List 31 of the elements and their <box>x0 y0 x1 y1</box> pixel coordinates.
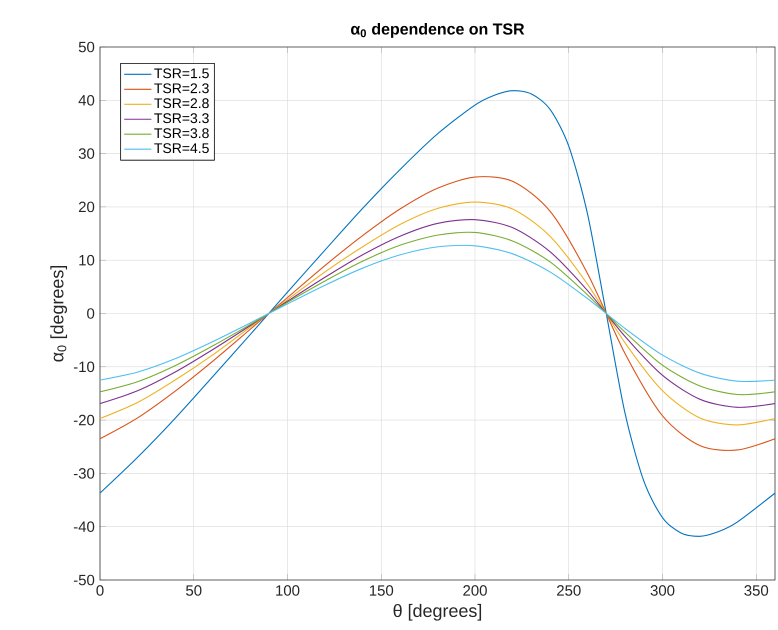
y-axis-title: α$_{0}$ [degrees] <box>50 266 68 362</box>
y-tick-label: 0 <box>87 308 94 319</box>
x-tick-label: 100 <box>276 585 300 596</box>
x-tick-label: 250 <box>557 585 581 596</box>
legend-label: TSR=4.5 <box>154 143 209 154</box>
legend-label: TSR=3.3 <box>154 113 209 124</box>
y-tick-label: -40 <box>74 521 94 532</box>
y-tick-label: 30 <box>78 148 94 159</box>
x-tick-label: 300 <box>650 585 674 596</box>
x-tick-label: 200 <box>463 585 487 596</box>
y-tick-label: -10 <box>74 362 94 372</box>
y-tick-label: 10 <box>79 254 94 266</box>
legend-label: TSR=1.5 <box>154 68 209 78</box>
x-tick-label: 50 <box>186 585 202 596</box>
legend-label: TSR=2.3 <box>154 83 209 94</box>
line-series <box>100 202 776 426</box>
y-tick-label: -20 <box>74 414 94 426</box>
y-tick-label: 50 <box>78 42 94 52</box>
x-axis-title: θ [degrees] <box>394 604 482 621</box>
y-tick-label: 20 <box>78 202 94 212</box>
x-tick-label: 0 <box>96 585 104 596</box>
legend-label: TSR=2.8 <box>154 98 209 108</box>
x-tick-label: 350 <box>744 585 768 596</box>
chart-title: α$_{0}$ dependence on TSR <box>351 22 524 38</box>
line-series <box>100 244 776 382</box>
legend-label: TSR=3.8 <box>154 128 209 138</box>
x-tick-label: 150 <box>370 585 394 596</box>
y-tick-label: -50 <box>74 574 94 586</box>
y-tick-label: 40 <box>78 94 94 106</box>
y-tick-label: -30 <box>74 468 94 479</box>
line-series <box>100 176 776 451</box>
